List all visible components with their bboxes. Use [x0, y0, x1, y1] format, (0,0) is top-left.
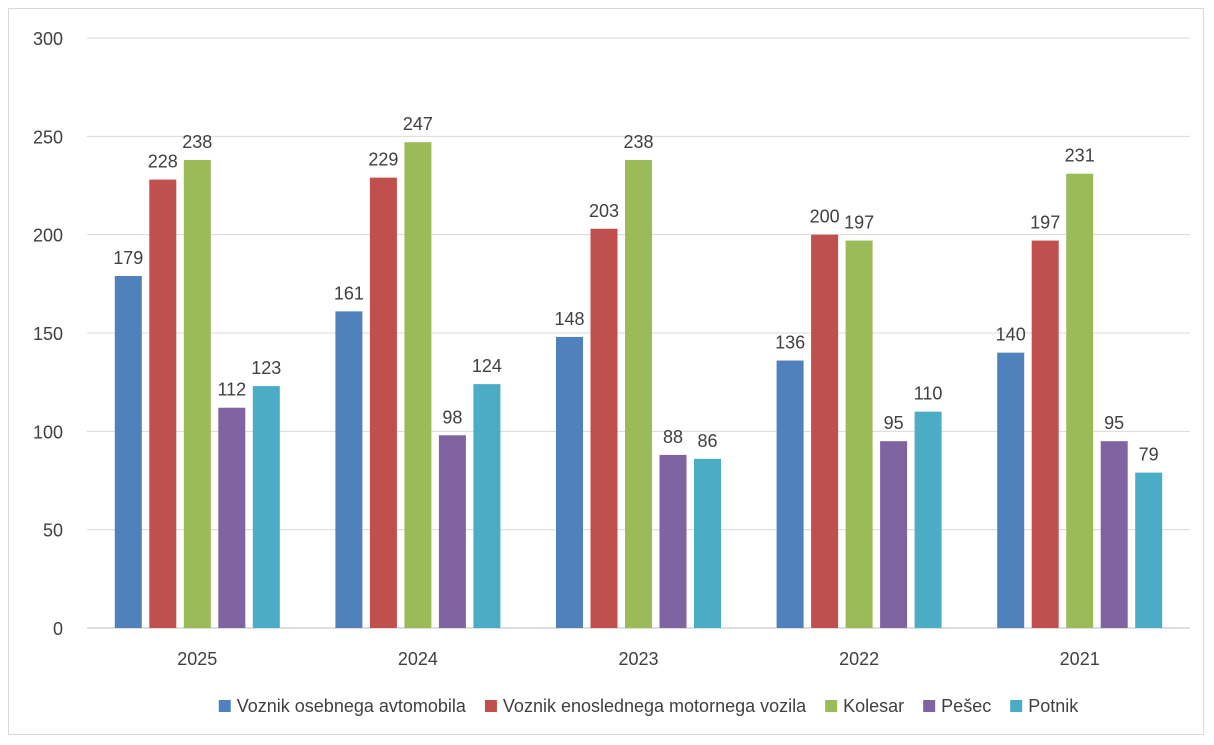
y-axis-tick-labels: 0 50 100 150 200 250 300 [33, 29, 63, 639]
data-label: 88 [663, 427, 683, 447]
bar [914, 411, 942, 628]
y-tick-label: 50 [43, 521, 63, 541]
data-label: 148 [554, 309, 584, 329]
bar [473, 384, 501, 628]
bar [369, 177, 397, 628]
legend-swatch [923, 700, 936, 712]
bar [404, 142, 432, 628]
bar [335, 311, 363, 628]
bar [880, 441, 908, 628]
bar [997, 352, 1025, 628]
data-label: 229 [368, 150, 398, 170]
data-label: 200 [810, 207, 840, 227]
data-label: 95 [1104, 413, 1124, 433]
legend-label: Potnik [1028, 696, 1079, 716]
x-tick-label: 2022 [839, 649, 879, 669]
x-tick-label: 2024 [398, 649, 438, 669]
data-label: 238 [623, 132, 653, 152]
data-label: 203 [589, 201, 619, 221]
legend-label: Voznik enoslednega motornega vozila [503, 696, 807, 716]
bar [694, 458, 721, 628]
bar [183, 159, 211, 628]
legend-swatch [218, 700, 231, 712]
data-label: 238 [182, 132, 212, 152]
data-label: 197 [1030, 213, 1060, 233]
bar [149, 179, 177, 628]
y-tick-label: 250 [33, 127, 63, 147]
data-label: 124 [472, 356, 502, 376]
bar [556, 336, 583, 628]
data-label: 112 [217, 380, 246, 400]
x-tick-label: 2023 [618, 649, 658, 669]
x-tick-label: 2021 [1060, 649, 1100, 669]
data-label: 228 [148, 152, 178, 172]
bar [811, 234, 839, 628]
data-label: 231 [1065, 146, 1095, 166]
bar [1066, 173, 1094, 628]
y-tick-label: 200 [33, 226, 63, 246]
legend-label: Kolesar [843, 696, 904, 716]
y-tick-label: 0 [53, 619, 63, 639]
legend-label: Voznik osebnega avtomobila [237, 696, 467, 716]
legend-swatch [1010, 700, 1023, 712]
bar [114, 275, 142, 628]
bar [438, 435, 466, 628]
y-tick-label: 100 [33, 422, 63, 442]
data-label: 140 [996, 325, 1026, 345]
data-label: 95 [884, 413, 904, 433]
data-label: 197 [844, 213, 874, 233]
data-label: 161 [334, 283, 364, 303]
legend-swatch [484, 700, 497, 712]
bar [252, 386, 280, 628]
y-tick-label: 150 [33, 324, 63, 344]
x-axis-tick-labels: 2025 2024 2023 2022 2021 [177, 649, 1099, 669]
data-label: 179 [113, 248, 143, 268]
bar [625, 159, 652, 628]
bar [1135, 472, 1163, 628]
y-tick-label: 300 [33, 29, 63, 49]
data-label: 98 [442, 407, 462, 427]
data-label: 123 [251, 358, 281, 378]
bar [845, 240, 873, 629]
legend: Voznik osebnega avtomobila Voznik enosled… [218, 696, 1079, 716]
bar [590, 228, 618, 628]
bar [659, 454, 687, 628]
bar [776, 360, 804, 628]
bars [114, 142, 1163, 629]
x-tick-label: 2025 [177, 649, 217, 669]
legend-label: Pešec [941, 696, 991, 716]
data-labels: 1792282381121231612292479812414820323888… [113, 114, 1158, 464]
bar [1031, 240, 1059, 629]
data-label: 136 [775, 333, 805, 353]
data-label: 86 [697, 431, 717, 451]
data-label: 110 [914, 384, 943, 404]
data-label: 79 [1139, 445, 1159, 465]
legend-swatch [825, 700, 838, 712]
bar [218, 407, 246, 628]
bar [1100, 441, 1128, 628]
data-label: 247 [403, 114, 433, 134]
